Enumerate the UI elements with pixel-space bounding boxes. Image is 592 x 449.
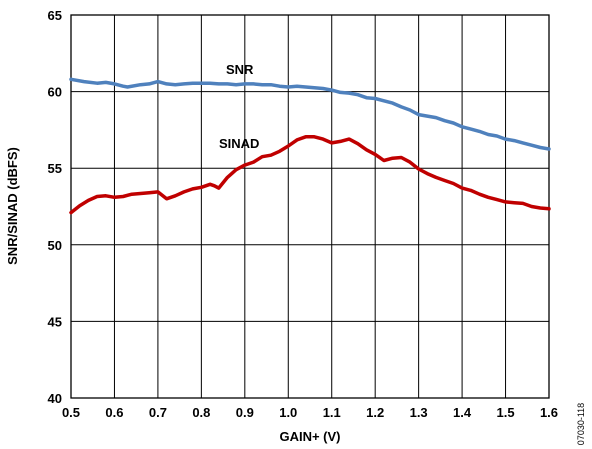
- x-tick-label: 1.4: [453, 405, 472, 420]
- plot-background: [71, 15, 549, 398]
- sinad-series-label: SINAD: [219, 136, 259, 151]
- x-tick-labels: 0.5 0.6 0.7 0.8 0.9 1.0 1.1 1.2 1.3 1.4 1.5 1.6: [62, 405, 558, 420]
- y-tick-label: 60: [48, 85, 62, 100]
- x-tick-label: 1.3: [410, 405, 428, 420]
- x-tick-label: 1.2: [366, 405, 384, 420]
- y-tick-label: 50: [48, 238, 62, 253]
- y-tick-label: 65: [48, 8, 62, 23]
- plot-frame: [70, 14, 550, 399]
- y-axis-title: SNR/SINAD (dBFS): [5, 147, 20, 265]
- series-layer: [69, 77, 551, 215]
- x-tick-label: 0.6: [105, 405, 123, 420]
- sinad-line: [69, 135, 551, 215]
- y-tick-label: 40: [48, 391, 62, 406]
- x-tick-label: 1.1: [323, 405, 341, 420]
- x-tick-label: 0.8: [192, 405, 210, 420]
- x-tick-label: 1.6: [540, 405, 558, 420]
- x-tick-label: 1.5: [497, 405, 515, 420]
- y-tick-label: 55: [48, 161, 62, 176]
- x-axis-title: GAIN+ (V): [279, 429, 340, 444]
- x-tick-label: 0.5: [62, 405, 80, 420]
- y-tick-label: 45: [48, 314, 62, 329]
- x-tick-label: 1.0: [279, 405, 297, 420]
- x-tick-label: 0.7: [149, 405, 167, 420]
- figure-id: 07030-118: [576, 403, 586, 445]
- y-tick-labels: 40 45 50 55 60 65: [48, 8, 62, 406]
- x-tick-label: 0.9: [236, 405, 254, 420]
- snr-series-label: SNR: [226, 62, 254, 77]
- snr-line: [69, 77, 551, 151]
